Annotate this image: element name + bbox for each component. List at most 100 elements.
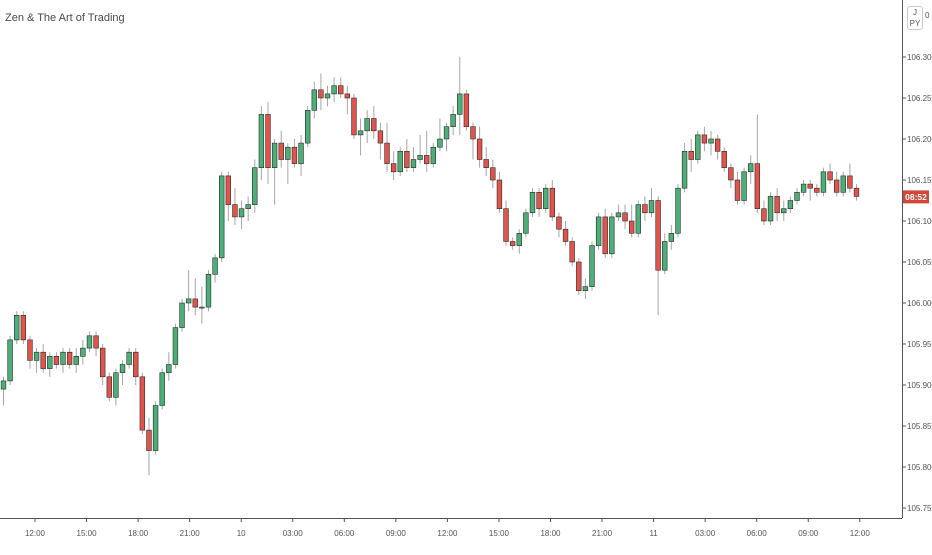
price-tick-label: 106.000: [907, 299, 932, 308]
candle-body-up: [410, 159, 417, 168]
candle-body-up: [324, 93, 331, 99]
candle-body-up: [708, 138, 714, 144]
candle-body-down: [628, 220, 635, 234]
candle-body-down: [853, 187, 860, 197]
candle-body-up: [258, 114, 265, 169]
candle-body-up: [582, 286, 589, 292]
candle-body-down: [384, 142, 390, 164]
candle-body-down: [490, 167, 496, 181]
candle-body-up: [450, 114, 456, 128]
candle-body-down: [549, 187, 556, 218]
candle-body-up: [397, 151, 403, 173]
candle-body-up: [681, 151, 688, 189]
symbol-scale-button[interactable]: J PY: [907, 6, 923, 30]
time-tick-label: 18:00: [540, 529, 561, 538]
candle-body-down: [569, 241, 575, 263]
time-tick-label: 18:00: [128, 529, 149, 538]
candle-body-down: [404, 151, 410, 169]
candle-body-down: [847, 175, 853, 189]
candle-body-down: [642, 204, 648, 214]
price-axis[interactable]: 106.300 106.250 106.200 106.150 106.100 106.0…: [902, 0, 932, 518]
candle-body-up: [0, 380, 7, 390]
candle-body-down: [814, 187, 820, 193]
candle-body-down: [734, 179, 741, 201]
candle-body-down: [371, 118, 377, 132]
time-tick-label: 03:00: [695, 529, 716, 538]
candle-body-down: [774, 196, 780, 214]
candle-body-up: [635, 204, 641, 234]
candle-body-up: [543, 187, 549, 209]
candle-body-up: [781, 208, 787, 214]
price-tick-label: 105.850: [907, 422, 932, 431]
candle-body-up: [523, 212, 529, 234]
candle-body-up: [364, 118, 370, 132]
candle-body-up: [47, 355, 53, 369]
time-tick-label: 15:00: [489, 529, 510, 538]
candle-body-up: [7, 339, 13, 382]
time-tick-label: 06:00: [334, 529, 355, 538]
candle-body-up: [60, 351, 66, 365]
price-tick-label: 106.250: [907, 94, 932, 103]
symbol-button-bottom-text: PY: [909, 19, 921, 28]
price-tick-label: 106.150: [907, 176, 932, 185]
candle-body-down: [338, 85, 344, 95]
candle-body-down: [106, 376, 112, 398]
candle-body-up: [331, 85, 337, 95]
candle-body-up: [794, 192, 800, 201]
candle-body-down: [192, 298, 198, 308]
candle-body-down: [424, 155, 430, 164]
time-tick-label: 21:00: [180, 529, 201, 538]
candle-body-up: [516, 233, 522, 246]
time-tick-label: 09:00: [386, 529, 407, 538]
time-tick-label: 12:00: [437, 529, 458, 538]
candle-body-up: [615, 212, 622, 218]
candle-body-down: [27, 339, 33, 361]
price-tick-label: 106.050: [907, 258, 932, 267]
candle-body-up: [589, 245, 595, 287]
candle-body-up: [238, 208, 245, 218]
candle-body-down: [133, 351, 139, 378]
chart-title: Zen & The Art of Trading: [5, 12, 125, 24]
candle-body-down: [232, 204, 238, 218]
candle-body-down: [754, 163, 760, 210]
candle-body-down: [833, 179, 840, 193]
candle-body-down: [265, 114, 271, 169]
candle-body-up: [179, 302, 185, 328]
price-tick-label: 105.950: [907, 340, 932, 349]
price-tick-label: 105.750: [907, 504, 932, 513]
price-tick-label: 105.800: [907, 463, 932, 472]
time-axis[interactable]: 12:00 15:00 18:00 21:00 10 03:00 06:00 09:00 12:…: [0, 518, 902, 538]
symbol-button-top-text: J: [913, 8, 917, 17]
candle-body-down: [536, 192, 542, 210]
current-price-label: 08:52: [903, 190, 929, 204]
candle-body-down: [390, 163, 397, 173]
candle-body-down: [827, 171, 833, 181]
candle-body-up: [304, 110, 311, 144]
candle-body-down: [20, 314, 27, 341]
candle-body-down: [503, 208, 509, 242]
candle-body-up: [595, 216, 602, 246]
candle-body-down: [728, 167, 734, 181]
price-tick-label: 106.100: [907, 217, 932, 226]
candle-body-up: [205, 273, 212, 308]
candle-body-down: [351, 97, 357, 136]
candle-body-down: [562, 228, 569, 242]
candle-body-up: [73, 355, 79, 365]
candle-body-down: [225, 175, 232, 205]
candle-body-up: [748, 163, 754, 173]
candle-body-down: [470, 126, 476, 140]
candle-body-up: [152, 405, 159, 451]
candle-body-down: [721, 151, 727, 169]
candle-body-up: [648, 200, 655, 214]
candle-body-up: [199, 306, 205, 309]
candle-body-up: [741, 171, 747, 201]
candle-body-down: [318, 89, 324, 99]
candle-body-up: [675, 187, 681, 234]
candle-body-up: [245, 204, 251, 210]
candle-body-down: [278, 142, 284, 160]
time-tick-label: 10: [237, 529, 246, 538]
candle-body-down: [483, 159, 489, 168]
candle-body-down: [53, 355, 60, 365]
